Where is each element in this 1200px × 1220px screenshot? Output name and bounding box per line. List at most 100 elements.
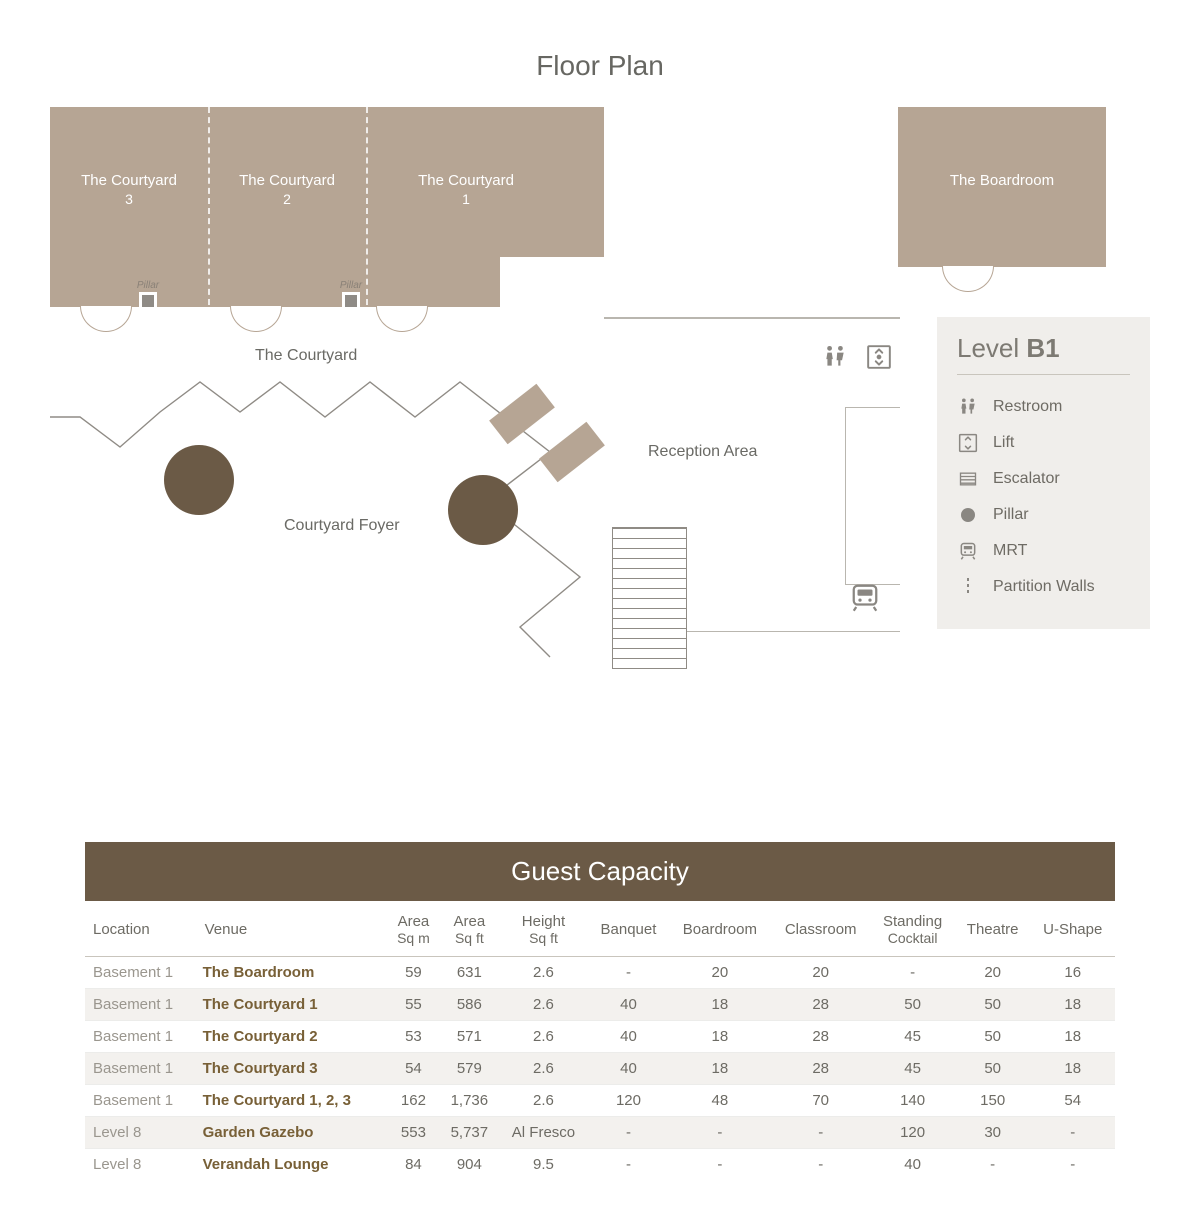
col-area_ft: AreaSq ft <box>440 901 499 957</box>
cell: 20 <box>669 957 771 989</box>
cell: 586 <box>440 989 499 1021</box>
legend-item-escalator: Escalator <box>957 461 1130 497</box>
lift-icon <box>866 344 892 370</box>
room-sub: 1 <box>366 191 566 207</box>
room-label-courtyard3: The Courtyard 3 <box>50 172 208 207</box>
col-board: Boardroom <box>669 901 771 957</box>
door-icon <box>376 306 402 332</box>
capacity-title: Guest Capacity <box>85 842 1115 901</box>
cell: The Courtyard 2 <box>197 1021 387 1053</box>
cell: - <box>955 1149 1031 1181</box>
pillar-icon <box>342 292 360 310</box>
col-class: Classroom <box>771 901 870 957</box>
cell: 20 <box>771 957 870 989</box>
corridor-line <box>687 631 900 632</box>
cell: 2.6 <box>499 1053 588 1085</box>
pillar: Pillar <box>336 280 366 310</box>
cell: Verandah Lounge <box>197 1149 387 1181</box>
legend-panel: Level B1 RestroomLiftEscalatorPillarMRTP… <box>937 317 1150 629</box>
reception-outline <box>845 407 900 585</box>
table-row: Basement 1The Courtyard 1555862.64018285… <box>85 989 1115 1021</box>
cell: 579 <box>440 1053 499 1085</box>
mrt-icon <box>850 582 880 612</box>
cell: 140 <box>870 1085 955 1117</box>
escalator-icon <box>957 469 979 489</box>
lift-icon <box>957 433 979 453</box>
cell: 45 <box>870 1053 955 1085</box>
cell: 18 <box>1030 1053 1115 1085</box>
legend-level: Level B1 <box>957 333 1130 375</box>
legend-item-label: Pillar <box>993 506 1029 524</box>
cell: - <box>1030 1149 1115 1181</box>
cell: Basement 1 <box>85 1053 197 1085</box>
cell: Level 8 <box>85 1149 197 1181</box>
partition-icon <box>957 577 979 597</box>
cell: 55 <box>387 989 440 1021</box>
cell: - <box>588 957 669 989</box>
legend-item-pillar: Pillar <box>957 497 1130 533</box>
cell: 40 <box>588 1053 669 1085</box>
cell: 120 <box>870 1117 955 1149</box>
room-sub: 2 <box>208 191 366 207</box>
cell: 2.6 <box>499 957 588 989</box>
cell: - <box>870 957 955 989</box>
cell: 50 <box>955 989 1031 1021</box>
cell: 18 <box>669 989 771 1021</box>
cell: 54 <box>1030 1085 1115 1117</box>
room-courtyard1-ext <box>366 107 496 307</box>
cell: 50 <box>870 989 955 1021</box>
table-row: Basement 1The Courtyard 1, 2, 31621,7362… <box>85 1085 1115 1117</box>
cell: 48 <box>669 1085 771 1117</box>
legend-item-label: Partition Walls <box>993 578 1095 596</box>
room-name: The Courtyard <box>81 172 177 189</box>
cell: 18 <box>1030 989 1115 1021</box>
pillar-label: Pillar <box>336 280 366 291</box>
cell: 18 <box>669 1021 771 1053</box>
pillar: Pillar <box>133 280 163 310</box>
door-icon <box>968 266 994 292</box>
legend-level-value: B1 <box>1026 333 1059 363</box>
col-banquet: Banquet <box>588 901 669 957</box>
table-row: Level 8Verandah Lounge849049.5---40-- <box>85 1149 1115 1181</box>
cell: - <box>669 1149 771 1181</box>
capacity-section: Guest Capacity LocationVenueAreaSq mArea… <box>85 842 1115 1180</box>
cell: Garden Gazebo <box>197 1117 387 1149</box>
cell: Level 8 <box>85 1117 197 1149</box>
cell: Basement 1 <box>85 957 197 989</box>
col-area_m: AreaSq m <box>387 901 440 957</box>
table-row: Level 8Garden Gazebo5535,737Al Fresco---… <box>85 1117 1115 1149</box>
table-row: Basement 1The Courtyard 2535712.64018284… <box>85 1021 1115 1053</box>
pillar-icon <box>957 505 979 525</box>
cell: 20 <box>955 957 1031 989</box>
cell: 40 <box>588 1021 669 1053</box>
cell: 553 <box>387 1117 440 1149</box>
cell: The Courtyard 1, 2, 3 <box>197 1085 387 1117</box>
cell: 16 <box>1030 957 1115 989</box>
cell: - <box>669 1117 771 1149</box>
table-row: Basement 1The Boardroom596312.6-2020-201… <box>85 957 1115 989</box>
cell: 1,736 <box>440 1085 499 1117</box>
cell: The Courtyard 3 <box>197 1053 387 1085</box>
cell: 50 <box>955 1021 1031 1053</box>
cell: 904 <box>440 1149 499 1181</box>
label-foyer: Courtyard Foyer <box>284 517 400 535</box>
col-venue: Venue <box>197 901 387 957</box>
cell: 571 <box>440 1021 499 1053</box>
cell: 9.5 <box>499 1149 588 1181</box>
cell: The Courtyard 1 <box>197 989 387 1021</box>
cell: 28 <box>771 1021 870 1053</box>
pillar-round <box>164 445 234 515</box>
cell: 150 <box>955 1085 1031 1117</box>
room-boardroom: The Boardroom <box>898 107 1106 267</box>
legend-item-restroom: Restroom <box>957 389 1130 425</box>
room-name: The Courtyard <box>239 172 335 189</box>
cell: 84 <box>387 1149 440 1181</box>
cell: 45 <box>870 1021 955 1053</box>
cell: Al Fresco <box>499 1117 588 1149</box>
cell: 5,737 <box>440 1117 499 1149</box>
cell: 162 <box>387 1085 440 1117</box>
col-theatre: Theatre <box>955 901 1031 957</box>
pillar-round <box>448 475 518 545</box>
cell: 28 <box>771 989 870 1021</box>
door-icon <box>256 306 282 332</box>
